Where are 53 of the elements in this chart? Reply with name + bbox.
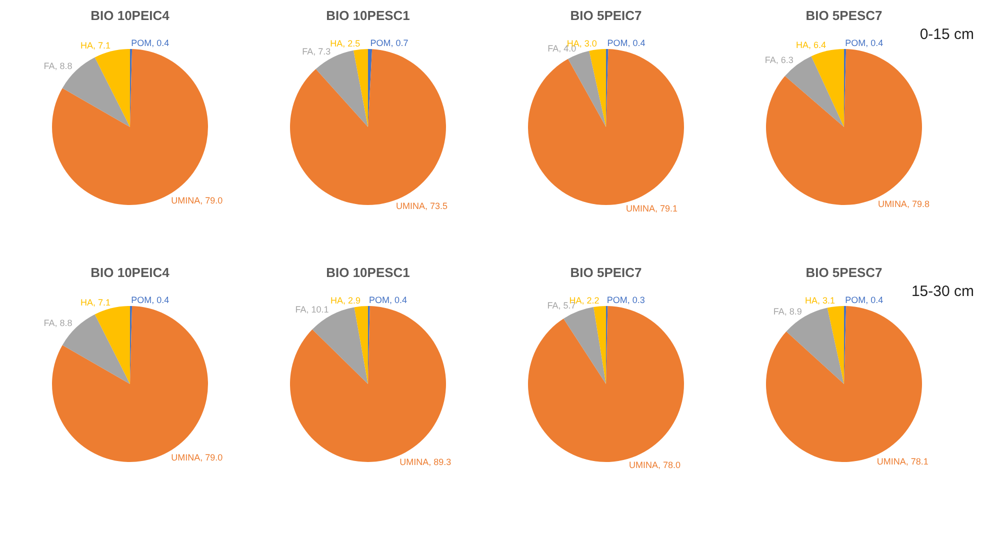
slice-label: FA, 8.9 xyxy=(773,306,802,316)
pie-slice xyxy=(354,49,368,127)
chart-title: BIO 10PESC1 xyxy=(326,8,410,23)
chart-title: BIO 5PEIC7 xyxy=(570,8,642,23)
slice-label: UMINA, 79.0 xyxy=(171,195,223,206)
slice-label: POM, 0.4 xyxy=(131,295,170,306)
text: 0-15 cm xyxy=(920,26,974,43)
slice-label: POM, 0.3 xyxy=(606,295,645,306)
text: 15-30 cm xyxy=(911,283,974,300)
pie-slice xyxy=(312,307,368,384)
slice-label: HA, 3.1 xyxy=(804,295,835,306)
slice-label: UMINA, 78.0 xyxy=(628,460,680,470)
pie-slice xyxy=(94,49,130,127)
pie-slice xyxy=(564,307,606,384)
pie-slice xyxy=(568,50,606,127)
slice-label: UMINA, 73.5 xyxy=(396,201,448,212)
pie-slice xyxy=(94,306,130,384)
slice-label: UMINA, 89.3 xyxy=(400,456,452,467)
slice-label: POM, 0.4 xyxy=(607,38,646,48)
chart-title: BIO 10PESC1 xyxy=(326,265,410,280)
chart-title: BIO 10PEIC4 xyxy=(90,8,170,23)
chart-title: BIO 10PEIC4 xyxy=(90,265,170,280)
pie-slice xyxy=(594,306,606,384)
pie-slice xyxy=(786,308,844,384)
slice-label: POM, 0.4 xyxy=(131,38,170,48)
slice-label: HA, 2.9 xyxy=(330,295,361,306)
pie-slice xyxy=(589,49,606,127)
slice-label: FA, 8.8 xyxy=(44,61,72,72)
slice-label: POM, 0.4 xyxy=(845,38,884,48)
slice-label: UMINA, 79.1 xyxy=(626,204,678,214)
chart-title: BIO 5PESC7 xyxy=(806,265,882,280)
pie-slice xyxy=(827,306,844,384)
pie-slice xyxy=(62,314,130,384)
chart-title: BIO 5PEIC7 xyxy=(570,265,642,280)
pie-slice xyxy=(354,306,368,384)
slice-label: FA, 8.8 xyxy=(44,318,72,328)
slice-label: POM, 0.4 xyxy=(845,295,884,306)
slice-label: HA, 7.1 xyxy=(80,297,111,308)
slice-label: HA, 7.1 xyxy=(80,40,111,50)
pie-slice xyxy=(811,49,844,127)
slice-label: HA, 6.4 xyxy=(796,40,826,50)
pie-slice xyxy=(316,50,368,127)
slice-label: POM, 0.4 xyxy=(369,295,408,306)
slice-label: UMINA, 78.1 xyxy=(876,456,928,466)
slice-label: UMINA, 79.0 xyxy=(171,452,223,462)
slice-label: FA, 10.1 xyxy=(295,304,329,315)
slice-label: FA, 7.3 xyxy=(302,46,331,57)
slice-label: HA, 2.5 xyxy=(330,38,360,48)
slice-label: UMINA, 79.8 xyxy=(878,198,930,209)
chart-title: BIO 5PESC7 xyxy=(806,8,882,23)
slice-label: POM, 0.7 xyxy=(370,38,408,48)
slice-label: FA, 6.3 xyxy=(764,54,794,65)
pie-slice xyxy=(62,57,130,127)
